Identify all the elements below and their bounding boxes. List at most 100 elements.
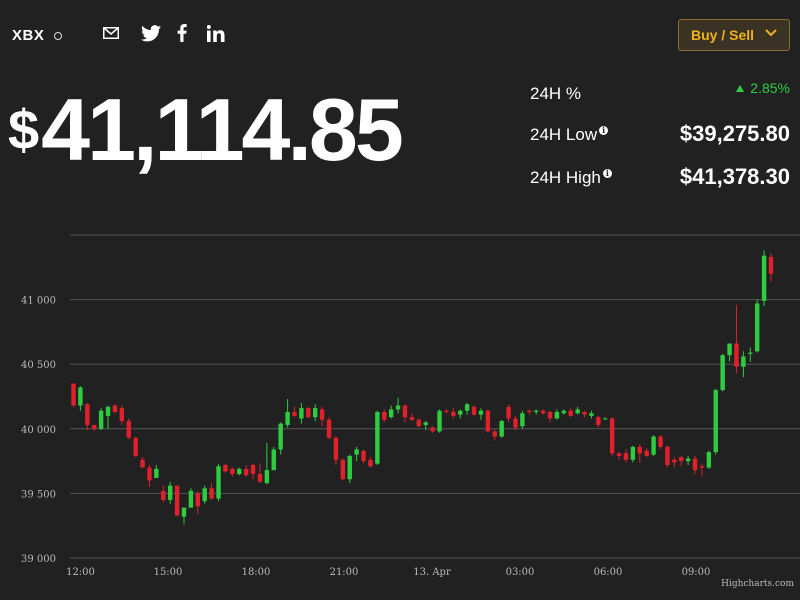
candle-body <box>264 470 270 484</box>
candle-body <box>209 488 214 499</box>
buy-sell-button[interactable]: Buy / Sell <box>678 19 790 51</box>
candle <box>354 446 359 462</box>
candle <box>603 417 608 420</box>
x-axis: 12:00 15:00 18:00 21:00 13. Apr 03:00 06:00 09:… <box>66 567 710 578</box>
candle-body <box>713 390 718 453</box>
candle <box>216 463 221 502</box>
candle-body <box>326 419 332 438</box>
candlestick-series <box>71 250 774 525</box>
candle <box>513 415 518 431</box>
candle-body <box>216 466 221 499</box>
candle-body <box>126 421 131 438</box>
candle <box>237 467 242 476</box>
candle-body <box>402 405 408 418</box>
price-value: 41,114.85 <box>41 80 404 179</box>
x-tick-label: 21:00 <box>330 567 359 578</box>
candle <box>78 386 83 411</box>
candle-body <box>416 419 421 427</box>
candle-body <box>167 485 173 500</box>
candle <box>713 388 718 455</box>
candle-body <box>754 303 760 352</box>
candle <box>375 410 380 465</box>
candle <box>506 404 511 423</box>
candle-body <box>768 256 774 274</box>
candle-body <box>609 418 615 454</box>
candle <box>119 405 125 425</box>
candle <box>547 410 553 423</box>
candle <box>637 444 642 463</box>
candle <box>727 343 732 362</box>
candle <box>243 464 249 477</box>
candle-body <box>382 412 387 420</box>
candle <box>582 410 587 418</box>
candle-body <box>672 459 677 463</box>
candle <box>458 409 463 419</box>
mail-icon[interactable] <box>102 22 120 44</box>
facebook-icon[interactable] <box>176 22 188 44</box>
candle <box>299 402 304 424</box>
candle-body <box>409 417 415 420</box>
buy-sell-label: Buy / Sell <box>691 27 755 43</box>
candle <box>554 409 560 420</box>
low-label-text: 24H Low <box>530 125 598 144</box>
candle-body <box>630 446 636 460</box>
candle-body <box>547 412 553 419</box>
candle <box>748 347 753 362</box>
candle-body <box>188 490 194 508</box>
candle <box>112 404 118 414</box>
candle <box>181 507 187 525</box>
chart-credit[interactable]: Highcharts.com <box>721 579 794 589</box>
candle <box>395 397 401 414</box>
linkedin-icon[interactable] <box>206 22 226 44</box>
candle <box>665 445 670 468</box>
up-arrow-icon <box>736 85 745 92</box>
candle <box>451 408 456 419</box>
high-value: $41,378.30 <box>679 164 790 189</box>
candle <box>92 424 97 432</box>
candle <box>264 443 270 485</box>
candle-body <box>319 409 325 420</box>
price-chart[interactable]: 39 000 39 500 40 000 40 500 41 000 12:00 15:0… <box>0 225 800 600</box>
candle-body <box>437 410 442 432</box>
info-icon[interactable]: i <box>602 169 612 179</box>
candle <box>271 446 276 471</box>
candle <box>382 409 387 423</box>
candle <box>105 405 111 429</box>
candle-body <box>513 418 518 428</box>
candle-body <box>105 406 111 416</box>
candle-body <box>451 412 456 416</box>
candle-body <box>589 413 594 416</box>
candle-body <box>527 410 532 413</box>
candle <box>768 253 774 282</box>
candle-body <box>98 410 104 429</box>
candle-body <box>651 436 656 455</box>
candle <box>98 408 104 431</box>
twitter-icon[interactable] <box>140 22 162 44</box>
candle-body <box>230 468 235 475</box>
candle-body <box>506 406 511 419</box>
candle-body <box>202 488 207 502</box>
candle <box>658 435 663 450</box>
candle <box>292 406 297 418</box>
candle-body <box>423 422 428 425</box>
candle-body <box>665 446 670 465</box>
candle-body <box>285 412 290 425</box>
candle-body <box>706 452 712 468</box>
candle-body <box>478 410 484 415</box>
candle-body <box>568 410 573 416</box>
candle-body <box>340 459 346 480</box>
candle-body <box>375 412 380 464</box>
candle-body <box>499 421 504 437</box>
candle <box>368 457 373 468</box>
candle-body <box>250 464 256 475</box>
candle <box>361 449 366 464</box>
high-label: 24H High i <box>530 168 612 188</box>
candle-body <box>699 466 705 468</box>
candle <box>651 435 656 456</box>
candle <box>430 426 435 433</box>
candle <box>306 406 311 419</box>
candle <box>679 455 684 467</box>
candle <box>326 417 332 440</box>
y-tick-label: 40 000 <box>21 425 56 436</box>
info-icon[interactable]: i <box>599 126 609 136</box>
